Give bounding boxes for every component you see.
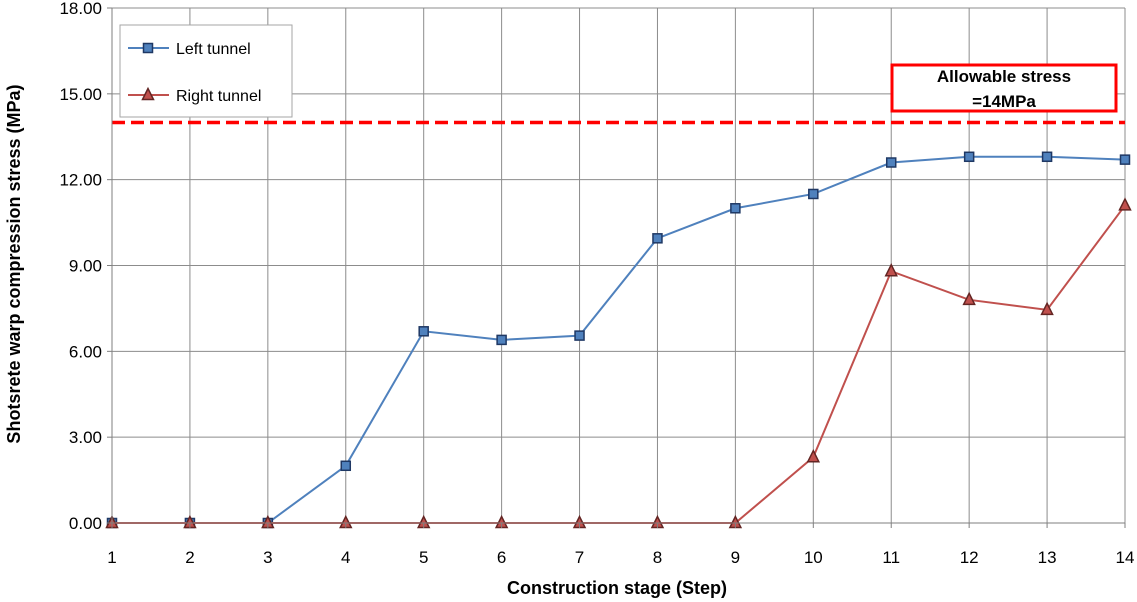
square-marker bbox=[340, 460, 352, 472]
y-tick-label: 18.00 bbox=[59, 0, 102, 18]
series-0 bbox=[106, 151, 1131, 529]
legend-entry: Left tunnel bbox=[128, 41, 251, 58]
triangle-marker bbox=[806, 449, 821, 463]
square-marker bbox=[496, 334, 507, 346]
triangle-marker bbox=[884, 263, 898, 277]
x-tick-label: 13 bbox=[1038, 548, 1057, 567]
legend-entry: Right tunnel bbox=[128, 86, 261, 105]
y-tick-label: 6.00 bbox=[69, 342, 102, 361]
x-tick-label: 11 bbox=[882, 548, 900, 567]
square-marker bbox=[963, 151, 975, 163]
triangle-marker bbox=[1040, 301, 1054, 316]
x-tick-label: 9 bbox=[731, 548, 740, 567]
y-tick-label: 12.00 bbox=[59, 171, 102, 190]
series-line bbox=[112, 155, 1126, 524]
triangle-marker bbox=[141, 86, 155, 101]
annotation-box bbox=[890, 63, 1118, 113]
square-marker bbox=[652, 233, 663, 244]
annotation-line2: =14MPa bbox=[972, 92, 1036, 111]
square-marker bbox=[730, 203, 741, 214]
x-tick-label: 4 bbox=[341, 548, 350, 567]
triangle-marker bbox=[1118, 197, 1132, 211]
x-tick-label: 7 bbox=[575, 548, 584, 567]
square-marker bbox=[574, 330, 585, 341]
x-tick-label: 2 bbox=[185, 548, 194, 567]
series-1 bbox=[105, 197, 1132, 529]
legend-items: Left tunnel Right tunnel bbox=[128, 41, 261, 105]
square-marker bbox=[1041, 151, 1053, 163]
x-tick-label: 14 bbox=[1116, 548, 1135, 567]
annotation-line1: Allowable stress bbox=[937, 67, 1071, 86]
legend-label: Left tunnel bbox=[176, 41, 251, 58]
y-axis-title: Shotsrete warp compression stress (MPa) bbox=[4, 84, 24, 443]
y-tick-label: 9.00 bbox=[69, 257, 102, 276]
allowable-stress-annotation: Allowable stress =14MPa bbox=[890, 63, 1118, 113]
square-marker bbox=[418, 326, 429, 337]
x-tick-label: 6 bbox=[497, 548, 506, 567]
square-marker bbox=[142, 42, 154, 54]
legend-label: Right tunnel bbox=[176, 88, 261, 105]
x-tick-label: 8 bbox=[653, 548, 662, 567]
x-axis-title: Construction stage (Step) bbox=[507, 578, 727, 598]
legend-box bbox=[119, 24, 293, 118]
square-marker bbox=[885, 157, 897, 168]
x-tick-label: 1 bbox=[107, 548, 116, 567]
legend: Left tunnel Right tunnel bbox=[119, 24, 293, 118]
y-tick-label: 15.00 bbox=[59, 85, 102, 104]
x-tick-label: 5 bbox=[419, 548, 428, 567]
series-layer bbox=[105, 151, 1132, 529]
triangle-marker bbox=[962, 291, 976, 306]
x-tick-label: 10 bbox=[804, 548, 823, 567]
series-line bbox=[112, 204, 1126, 524]
y-tick-label: 0.00 bbox=[69, 514, 102, 533]
square-marker bbox=[808, 188, 819, 200]
x-tick-label: 12 bbox=[960, 548, 979, 567]
square-marker bbox=[1119, 154, 1131, 165]
y-tick-label: 3.00 bbox=[69, 428, 102, 447]
x-tick-label: 3 bbox=[263, 548, 272, 567]
